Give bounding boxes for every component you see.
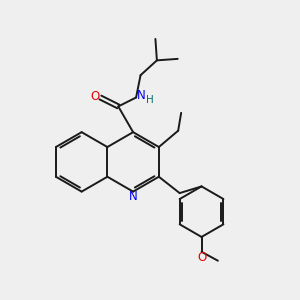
- Text: H: H: [146, 95, 154, 105]
- Text: N: N: [129, 190, 137, 203]
- Text: O: O: [197, 250, 206, 264]
- Text: O: O: [90, 89, 100, 103]
- Text: N: N: [137, 89, 146, 102]
